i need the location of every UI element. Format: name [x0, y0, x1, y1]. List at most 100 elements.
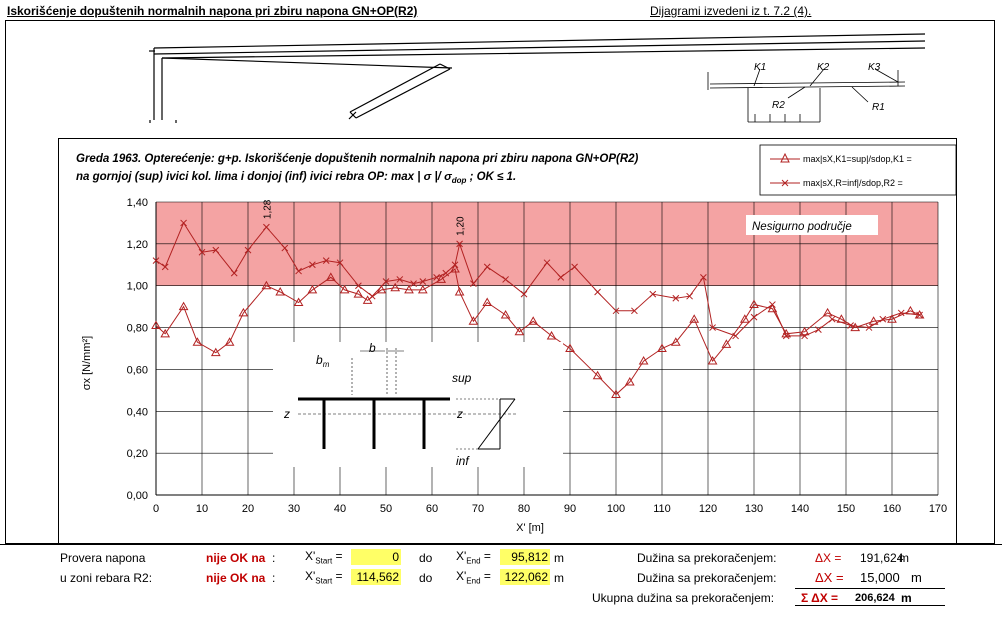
series-1-point	[353, 289, 364, 298]
series-1-point	[450, 263, 460, 273]
elevation-mini	[707, 68, 906, 123]
series-1-point	[565, 343, 575, 352]
legend-triangle-marker	[780, 152, 790, 163]
series-2-point	[322, 257, 330, 264]
x-tick-label: 20	[242, 503, 254, 515]
series-2-point	[520, 290, 528, 298]
x-tick-label: 10	[196, 503, 208, 515]
series-2-point	[502, 276, 509, 283]
series-1-point	[151, 320, 161, 329]
y-tick-label: 0,00	[127, 490, 148, 502]
y-axis-label: σx [N/mm²]	[81, 336, 93, 390]
series-1-point	[238, 307, 249, 317]
sketch-label-k2: K2	[817, 62, 830, 73]
series-1-point	[689, 314, 700, 323]
series-1-point	[500, 310, 511, 319]
series-2-point	[631, 307, 638, 315]
x-tick-label: 40	[334, 503, 346, 515]
series-2-point	[828, 315, 836, 323]
x-axis-label: X' [m]	[516, 522, 544, 534]
x-tick-label: 60	[426, 503, 438, 515]
y-tick-label: 1,20	[127, 239, 148, 251]
series-1-point	[307, 284, 318, 294]
series-2-point	[543, 259, 551, 267]
x-tick-label: 170	[929, 503, 947, 515]
series-2-point	[801, 332, 808, 340]
summary-row1-xend-label: X'End =	[456, 549, 491, 566]
x-tick-label: 160	[883, 503, 901, 515]
sketch-label-r1: R1	[872, 102, 885, 113]
series-2-point	[433, 273, 440, 281]
series-2-point	[451, 261, 459, 269]
inset-z-right-label: z	[456, 407, 463, 421]
series-2-point	[410, 280, 417, 287]
series-1-point	[261, 280, 272, 290]
series-1-point	[339, 284, 350, 294]
x-tick-label: 130	[745, 503, 763, 515]
x-tick-label: 70	[472, 503, 484, 515]
series-1-point	[275, 286, 286, 296]
peak-annotation: 1,20	[456, 216, 467, 236]
y-tick-label: 0,40	[127, 406, 148, 418]
sum-rule	[795, 588, 945, 589]
series-1-point	[404, 284, 414, 294]
summary-row2-length-label: Dužina sa prekoračenjem:	[637, 571, 777, 585]
x-tick-label: 30	[288, 503, 300, 515]
series-2-point	[879, 315, 887, 323]
series-1-point	[178, 301, 189, 311]
series-2-point	[355, 282, 362, 290]
summary-row1-dx-value: 191,624	[860, 551, 904, 565]
series-1-point	[468, 316, 479, 325]
series-2-point	[612, 307, 620, 315]
series-2-point	[244, 246, 252, 254]
series-1-point	[528, 316, 539, 325]
series-1-point	[822, 307, 833, 317]
series-2-point	[419, 278, 427, 285]
series-1-point	[638, 356, 649, 365]
inset-bm-label: bm	[316, 353, 330, 369]
series-2-point	[815, 326, 822, 334]
series-1-point	[739, 314, 750, 323]
series-1-point	[160, 328, 171, 338]
y-tick-label: 1,40	[127, 197, 148, 209]
source-note: Dijagrami izvedeni iz t. 7.2 (4).	[650, 4, 812, 18]
stress-chart: 0 10 20 30 40 50 60 70 80 90 100 110 120 130 140 150 160…	[76, 144, 957, 534]
series-2-point	[557, 273, 565, 281]
series-2-line	[155, 221, 920, 337]
series-1-point	[482, 297, 493, 306]
series-2-point	[295, 267, 302, 275]
series-2-point	[382, 278, 390, 285]
series-2-point	[368, 292, 376, 300]
bridge-sketch: K1 K2 K3 R2 R1	[149, 33, 926, 123]
summary-row2-dx-unit: m	[911, 570, 922, 585]
summary-row2-status: nije OK na	[206, 571, 266, 585]
summary-row1-unit: m	[554, 551, 564, 565]
summary-row1-xstart: 0	[351, 549, 401, 565]
series-1-point	[436, 274, 447, 283]
series-2-point	[847, 322, 854, 329]
x-tick-label: 110	[653, 503, 671, 515]
series-2-point	[649, 290, 657, 298]
series-2-point	[336, 259, 344, 267]
series-2-point	[750, 313, 758, 321]
x-tick-label: 0	[153, 503, 159, 515]
series-2-point	[396, 276, 404, 283]
x-tick-label: 100	[607, 503, 625, 515]
summary-row2-do: do	[419, 571, 433, 585]
series-2-point	[732, 332, 739, 340]
bridge-outline	[149, 33, 926, 123]
summary-row1-label: Provera napona	[60, 551, 146, 565]
x-tick-label: 80	[518, 503, 530, 515]
series-2-point	[769, 301, 776, 308]
x-tick-label: 90	[564, 503, 576, 515]
series-2-point	[672, 294, 680, 302]
sketch-label-k1: K1	[754, 62, 766, 73]
summary-row2-colon: :	[272, 571, 276, 585]
series-2-point	[865, 324, 873, 331]
series-1-point	[799, 326, 810, 336]
series-1-point	[325, 272, 336, 281]
series-1-point	[887, 314, 897, 323]
summary-total-unit: m	[901, 591, 912, 605]
inset-b-label: b	[369, 341, 376, 355]
y-tick-label: 0,80	[127, 323, 148, 335]
